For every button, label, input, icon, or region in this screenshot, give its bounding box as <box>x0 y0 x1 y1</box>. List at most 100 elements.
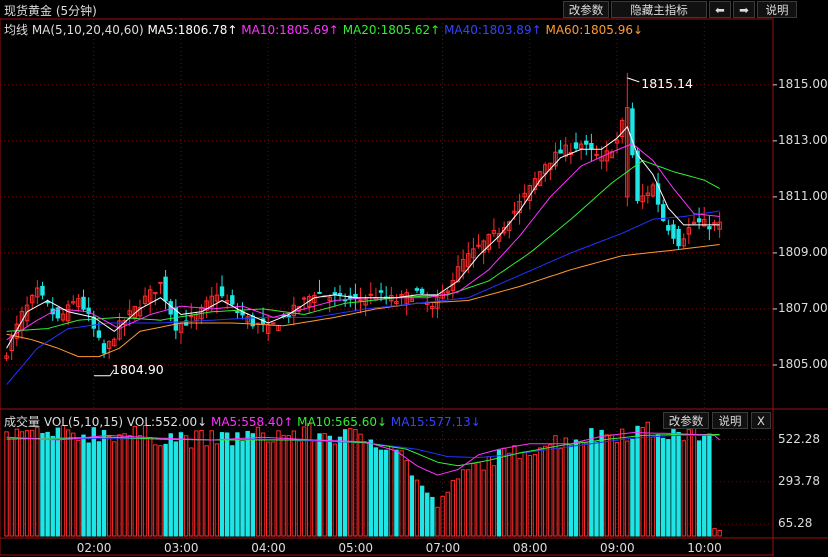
volume-bar <box>466 469 471 537</box>
volume-bar <box>301 426 307 537</box>
volume-bar <box>240 440 245 537</box>
volume-bar <box>471 463 476 537</box>
volume-bar <box>86 442 91 537</box>
ma5-line <box>6 125 720 349</box>
ma10-line <box>6 143 720 341</box>
price-candle <box>635 150 640 201</box>
volume-bar <box>219 432 225 537</box>
price-candle <box>584 140 589 145</box>
volume-tick-label: 522.28 <box>778 431 820 446</box>
price-tick-label: 1811.00 <box>778 188 828 203</box>
volume-bar <box>394 449 399 537</box>
volume-bar <box>568 445 574 537</box>
vol-ma5-line <box>6 432 720 476</box>
volume-bar <box>640 426 645 537</box>
price-candle <box>96 330 102 338</box>
volume-bar <box>327 435 332 537</box>
price-candle <box>661 204 666 221</box>
volume-bar <box>512 445 517 537</box>
vol-help-button[interactable]: 说明 <box>712 412 748 429</box>
price-candle <box>614 139 620 144</box>
volume-bar <box>589 428 594 537</box>
volume-bar <box>717 529 722 537</box>
close-icon[interactable]: X <box>751 412 771 429</box>
ma20-value: MA20:1805.62↑ <box>342 23 441 37</box>
volume-bar <box>230 445 235 537</box>
price-candle <box>307 296 312 307</box>
time-tick-label: 02:00 <box>76 541 112 555</box>
volume-bar <box>630 438 635 537</box>
volume-bar <box>619 428 625 537</box>
volume-bar <box>96 441 102 537</box>
volume-bar <box>245 430 250 537</box>
volume-bar <box>183 435 189 537</box>
volume-bar <box>117 434 122 537</box>
vol-ma15-value: MA15:577.13↓ <box>390 415 481 429</box>
volume-bar <box>106 435 112 537</box>
arrow-right-icon[interactable]: ➡ <box>733 1 755 18</box>
price-candle <box>630 108 635 156</box>
price-candle <box>681 238 686 247</box>
volume-bar <box>553 435 558 537</box>
price-candle <box>101 343 107 354</box>
volume-bar <box>337 436 343 537</box>
price-candle <box>378 290 384 293</box>
volume-bar <box>60 424 66 537</box>
volume-bar <box>312 440 317 537</box>
price-candle <box>655 183 661 205</box>
volume-bar <box>81 434 86 537</box>
volume-bars-layer <box>4 421 722 537</box>
volume-bar <box>435 506 440 537</box>
volume-bar <box>291 430 297 537</box>
volume-bar <box>445 491 450 537</box>
price-candle <box>553 151 558 167</box>
price-candle <box>24 304 30 322</box>
arrow-left-icon[interactable]: ⬅ <box>709 1 731 18</box>
low-price-annotation: 1804.90 <box>112 361 164 377</box>
ma60-value: MA60:1805.96↓ <box>545 23 644 37</box>
volume-bar <box>702 434 707 537</box>
price-candle <box>65 304 71 322</box>
volume-bar <box>383 449 389 537</box>
volume-bar <box>91 427 96 537</box>
hide-indicator-button[interactable]: 隐藏主指标 <box>611 1 707 18</box>
volume-bar <box>522 451 527 537</box>
volume-bar <box>286 435 291 537</box>
volume-bar <box>142 425 148 537</box>
price-candle <box>466 253 471 268</box>
volume-bar <box>148 436 153 537</box>
price-candle <box>204 300 209 311</box>
price-candle <box>112 338 117 347</box>
price-candle <box>476 244 481 247</box>
volume-bar <box>260 432 266 537</box>
volume-bar <box>358 433 363 537</box>
price-candle <box>625 107 630 198</box>
price-candle <box>594 153 599 156</box>
price-candle <box>404 292 409 305</box>
price-candle <box>691 221 697 224</box>
price-candle <box>4 355 9 359</box>
price-candle <box>337 293 343 296</box>
volume-bar <box>76 439 81 537</box>
volume-bar <box>250 433 256 537</box>
price-candle <box>707 226 712 230</box>
price-candle <box>142 295 148 304</box>
price-candle <box>363 298 368 306</box>
params-button[interactable]: 改参数 <box>563 1 609 18</box>
price-candle <box>219 286 225 297</box>
price-candle <box>76 298 81 307</box>
help-button[interactable]: 说明 <box>757 1 797 18</box>
volume-bar <box>476 461 481 537</box>
price-candle <box>245 316 250 323</box>
volume-bar <box>537 447 543 537</box>
volume-bar <box>296 440 302 537</box>
price-candle <box>686 227 692 235</box>
price-candle <box>30 294 35 304</box>
price-candle <box>209 295 214 308</box>
volume-bar <box>455 478 461 537</box>
vol-params-button[interactable]: 改参数 <box>663 412 709 429</box>
volume-bar <box>50 435 55 537</box>
ma40-value: MA40:1803.89↑ <box>444 23 542 37</box>
ma60-line <box>6 244 720 358</box>
